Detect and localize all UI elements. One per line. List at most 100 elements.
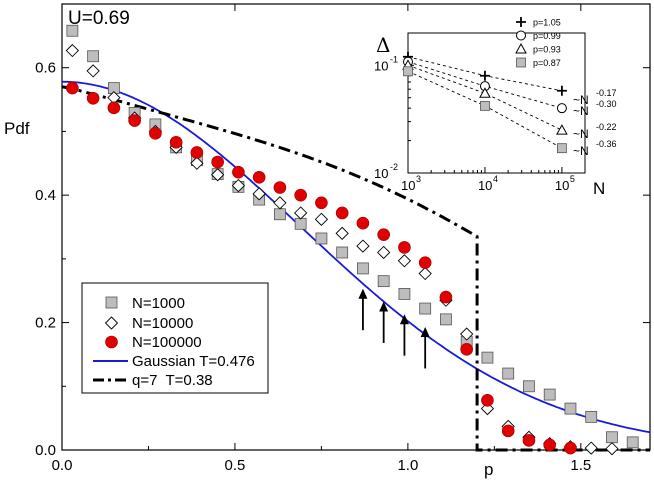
marker-n1000 bbox=[523, 380, 535, 393]
marker-n1000 bbox=[66, 24, 79, 37]
x-tick-label: 1.0 bbox=[397, 457, 418, 474]
marker-n100000 bbox=[543, 438, 556, 452]
inset-marker-plus bbox=[556, 85, 567, 96]
marker-n100000 bbox=[190, 146, 204, 159]
inset-axis-ticks: 10 3 10 4 10 510 -110 -2 bbox=[374, 54, 575, 193]
marker-n1000 bbox=[315, 232, 328, 245]
marker-n10000 bbox=[65, 43, 80, 58]
marker-n10000 bbox=[314, 212, 329, 226]
arrow-head bbox=[420, 327, 430, 338]
legend: N=1000 N=10000 N=100000 Gaussian T=0.476… bbox=[81, 282, 269, 394]
legend-label-n100000: N=100000 bbox=[132, 334, 202, 351]
marker-n10000 bbox=[418, 266, 432, 281]
inset-legend: p=1.05 p=0.99 p=0.93 p=0.87 bbox=[515, 17, 561, 68]
inset-y-tick-label: 10 bbox=[374, 166, 388, 181]
x-axis-label: p bbox=[484, 460, 493, 479]
marker-n100000 bbox=[377, 228, 390, 241]
marker-n1000 bbox=[274, 208, 286, 221]
inset-marker-circle bbox=[556, 103, 567, 114]
inset-x-tick-exp: 4 bbox=[493, 174, 498, 184]
marker-n1000 bbox=[357, 262, 369, 275]
marker-n1000 bbox=[398, 287, 411, 300]
legend-marker-n1000 bbox=[105, 296, 118, 309]
marker-n100000 bbox=[273, 181, 287, 194]
marker-n1000 bbox=[564, 402, 577, 415]
marker-n1000 bbox=[502, 367, 515, 380]
marker-n1000 bbox=[440, 313, 452, 326]
marker-n10000 bbox=[397, 254, 412, 268]
y-tick-label: 0.6 bbox=[35, 60, 56, 77]
marker-n100000 bbox=[356, 216, 370, 230]
chart-title: U=0.69 bbox=[68, 8, 130, 29]
inset-legend-label: p=0.99 bbox=[533, 31, 561, 41]
y-tick-label: 0.0 bbox=[35, 442, 56, 459]
marker-n10000 bbox=[377, 245, 391, 260]
marker-n10000 bbox=[356, 239, 370, 253]
inset-x-label: N bbox=[593, 179, 605, 198]
marker-n1000 bbox=[543, 388, 556, 401]
legend-label-qgauss: q=7 T=0.38 bbox=[132, 372, 213, 389]
inset-marker-triangle bbox=[556, 124, 568, 135]
inset-slope-exp: -0.17 bbox=[596, 88, 617, 98]
marker-n100000 bbox=[398, 241, 411, 254]
marker-n1000 bbox=[626, 436, 639, 449]
arrows-layer bbox=[358, 288, 430, 369]
inset-y-tick-label: 10 bbox=[374, 58, 388, 73]
inset-legend-label: p=0.93 bbox=[533, 45, 561, 55]
inset-legend-label: p=1.05 bbox=[533, 18, 561, 28]
marker-n10000 bbox=[86, 64, 100, 78]
inset-line-p=0.93 bbox=[407, 64, 563, 131]
legend-label-gaussian: Gaussian T=0.476 bbox=[132, 353, 255, 370]
x-tick-label: 0.0 bbox=[52, 457, 73, 474]
marker-n10000 bbox=[335, 226, 349, 241]
legend-marker-n100000 bbox=[105, 335, 118, 349]
inset: 10 3 10 4 10 510 -110 -2 Δ N p=1.05p=0.99p=0.93… bbox=[374, 17, 617, 198]
marker-n100000 bbox=[315, 196, 328, 210]
legend-label-n1000: N=1000 bbox=[132, 295, 185, 312]
inset-frame bbox=[407, 32, 586, 174]
marker-n1000 bbox=[481, 351, 494, 364]
marker-n100000 bbox=[149, 127, 162, 140]
marker-n1000 bbox=[87, 50, 100, 63]
marker-n10000 bbox=[231, 178, 246, 193]
inset-marker-plus bbox=[479, 70, 490, 81]
y-axis-label: Pdf bbox=[4, 119, 30, 138]
inset-slope-labels: ~N -0.17 ~N -0.30 ~N -0.22 ~N -0.36 bbox=[573, 88, 617, 158]
markers-layer bbox=[65, 24, 639, 456]
marker-n100000 bbox=[211, 155, 224, 169]
arrow-head bbox=[358, 288, 368, 299]
marker-n100000 bbox=[522, 434, 536, 447]
inset-slope-label: ~N bbox=[573, 104, 589, 118]
qgaussian-curve bbox=[61, 85, 650, 452]
marker-n10000 bbox=[273, 196, 287, 210]
marker-n1000 bbox=[294, 217, 307, 230]
marker-n100000 bbox=[460, 343, 473, 356]
inset-slope-exp: -0.36 bbox=[596, 139, 617, 149]
legend-marker-n10000 bbox=[104, 316, 119, 330]
marker-n10000 bbox=[605, 442, 619, 456]
inset-slope-label: ~N bbox=[573, 144, 589, 158]
arrow-head bbox=[399, 314, 409, 325]
inset-marker-triangle bbox=[479, 87, 491, 98]
inset-x-tick-exp: 5 bbox=[570, 174, 575, 184]
marker-n100000 bbox=[294, 188, 307, 202]
inset-x-tick-label: 10 bbox=[478, 178, 492, 193]
marker-n10000 bbox=[584, 441, 598, 455]
marker-n100000 bbox=[481, 394, 494, 407]
inset-x-tick-label: 10 bbox=[401, 178, 415, 193]
inset-slope-label: ~N bbox=[573, 127, 589, 141]
marker-n1000 bbox=[606, 431, 618, 444]
x-tick-label: 0.5 bbox=[225, 457, 246, 474]
legend-label-n10000: N=10000 bbox=[132, 315, 193, 332]
inset-marker-square bbox=[480, 100, 490, 111]
inset-legend-label: p=0.87 bbox=[533, 58, 561, 68]
inset-legend-marker-square bbox=[516, 57, 526, 68]
x-tick-label: 1.5 bbox=[570, 457, 591, 474]
inset-y-tick-exp: -2 bbox=[390, 162, 398, 172]
marker-n1000 bbox=[336, 246, 349, 259]
inset-y-label: Δ bbox=[376, 33, 390, 57]
marker-n10000 bbox=[190, 156, 204, 170]
inset-y-tick-exp: -1 bbox=[390, 54, 398, 64]
y-tick-label: 0.4 bbox=[35, 187, 56, 204]
marker-n100000 bbox=[252, 171, 266, 184]
